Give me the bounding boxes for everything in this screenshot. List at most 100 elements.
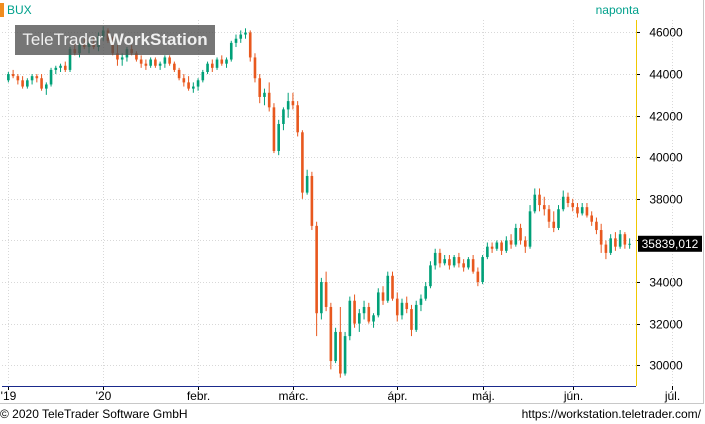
y-tick-label: 40000 [649,151,683,165]
candle-body [40,78,43,89]
candle-body [476,271,480,283]
candle-body [54,67,58,70]
candle-body [614,238,617,247]
candle-body [220,59,224,64]
candle-body [301,132,304,193]
candle-body [623,234,627,245]
candle-body [339,331,342,374]
x-tick-label: júl. [664,389,680,403]
candle-body [120,57,124,60]
candle-body [509,240,513,245]
y-tick-label: 34000 [649,276,683,290]
candle-body [438,252,442,264]
source-url[interactable]: https://workstation.teletrader.com/ [521,407,701,421]
candle-body [410,309,413,330]
period-label[interactable]: naponta [595,3,639,17]
x-tick-label: máj. [472,389,495,403]
candle-body [16,76,20,81]
candle-body [210,63,214,68]
candle-body [376,292,380,316]
x-tick-label: '20 [96,389,112,403]
candle-body [547,209,551,222]
x-tick-label: febr. [187,389,210,403]
candle-body [277,123,280,152]
candle-body [26,80,29,87]
candle-body [405,302,409,310]
candle-body [557,209,560,228]
candle-body [419,298,423,305]
candle-body [320,282,323,314]
candle-body [310,175,314,226]
candle-body [457,257,461,264]
candle-body [495,242,499,249]
candle-body [471,259,475,272]
symbol-color-marker [0,3,4,17]
candle-body [244,32,247,35]
candle-body [443,259,446,264]
candle-body [433,252,437,266]
candle-body [514,227,518,245]
x-tick-label: márc. [279,389,309,403]
y-tick-label: 42000 [649,110,683,124]
candle-body [135,53,138,60]
candle-body [173,63,176,70]
candle-body [481,257,484,283]
candle-body [590,215,593,222]
candle-body [315,225,318,314]
candle-body [286,101,290,110]
candle-body [192,86,195,89]
candle-body [282,109,285,124]
candle-body [168,57,171,64]
candle-body [139,59,143,64]
candle-body [182,78,186,83]
candle-body [45,84,48,89]
candle-body [201,71,205,81]
candle-body [462,263,465,268]
candle-body [362,306,366,314]
candle-body [21,80,24,87]
candle-body [144,63,148,66]
candle-body [248,32,252,58]
candle-body [253,57,257,79]
candle-body [599,230,603,245]
candle-body [49,69,53,85]
candle-body [561,196,565,210]
y-tick-label: 30000 [649,359,683,373]
candle-body [215,59,219,68]
candle-body [68,49,72,70]
symbol-label[interactable]: BUX [7,3,32,17]
candle-body [163,57,167,64]
candle-body [585,207,589,216]
candle-body [500,242,503,251]
candle-body [533,194,537,212]
candle-body [234,38,238,43]
candle-body [353,300,356,324]
candle-body [263,92,266,97]
candle-body [538,194,541,206]
candle-body [372,315,375,322]
candle-body [59,65,62,68]
x-tick-label: jún. [563,389,583,403]
candle-body [187,82,190,89]
candle-body [424,286,428,299]
candle-body [571,203,575,208]
candle-body [196,80,200,87]
candle-body [154,59,157,66]
candle-body [609,238,612,253]
candle-body [177,69,181,79]
candle-body [296,105,299,133]
candle-body [519,227,522,241]
candle-body [566,196,570,203]
watermark-brand: TeleTrader [22,30,104,49]
candle-body [30,76,34,81]
candle-body [490,246,494,249]
candle-body [63,65,67,70]
candle-body [239,34,243,39]
candle-body [386,275,390,301]
candle-body [429,265,432,287]
candle-body [576,207,579,214]
candle-body [272,107,276,152]
candle-body [7,74,10,81]
candle-body [467,259,470,268]
